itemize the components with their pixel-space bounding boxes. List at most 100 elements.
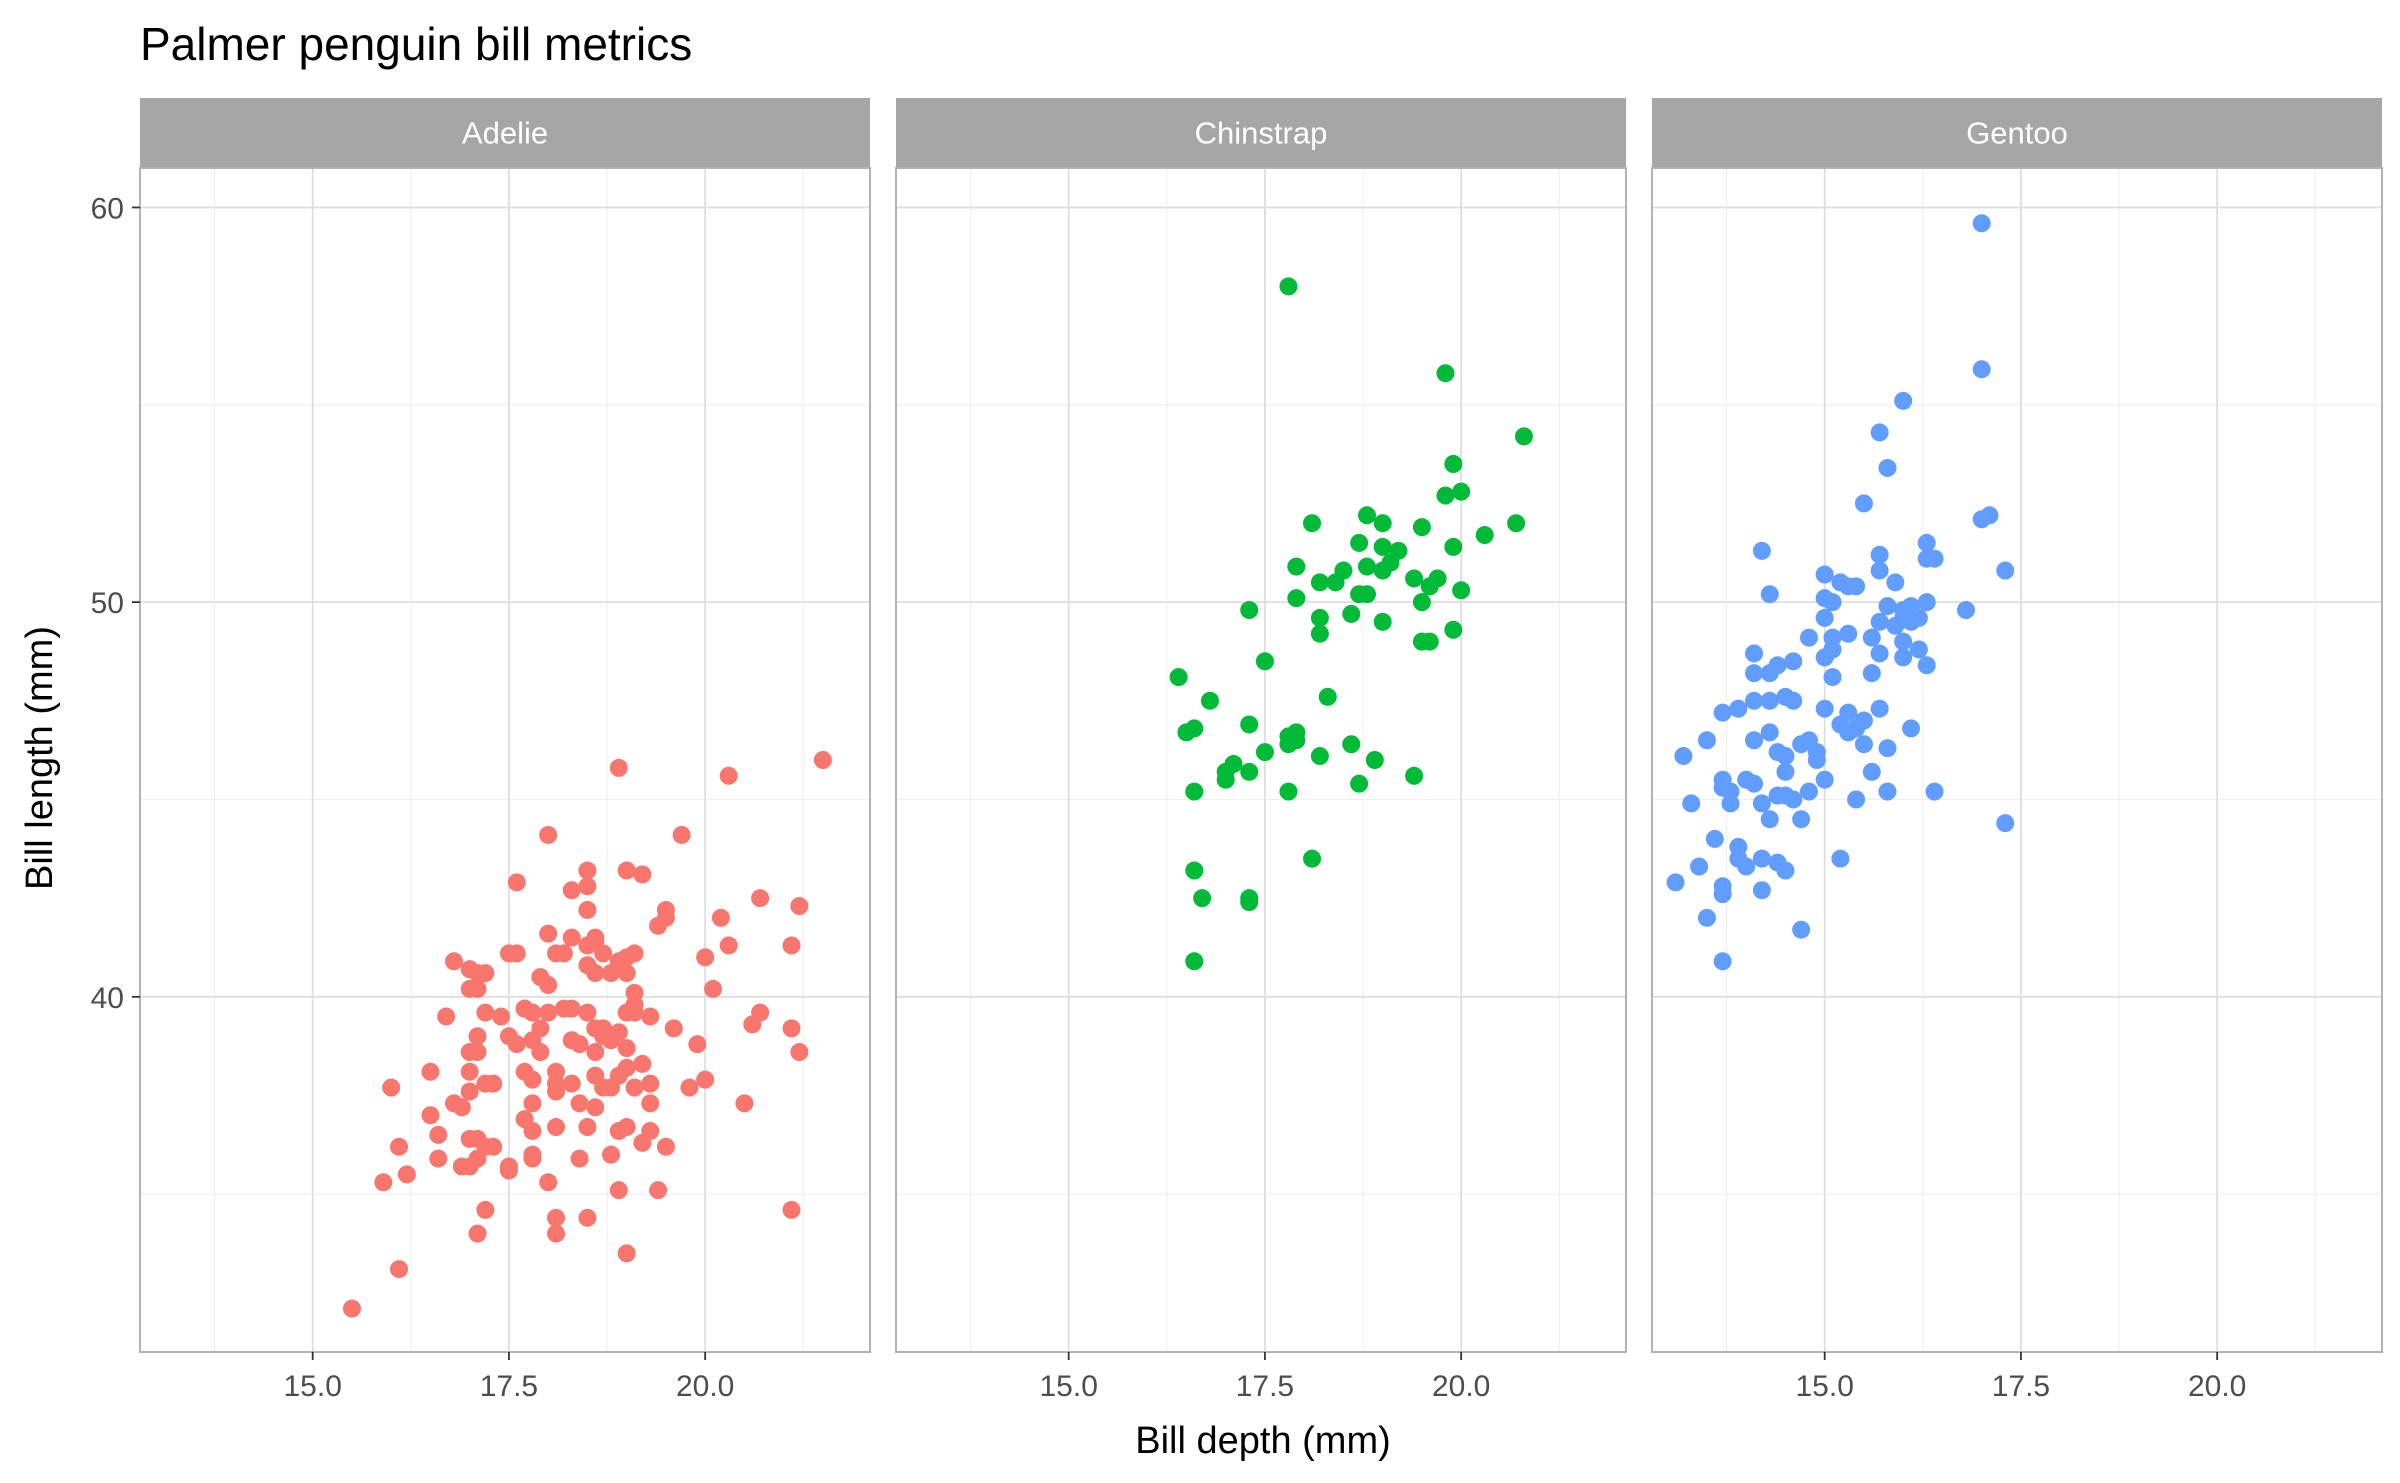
data-point — [390, 1260, 409, 1279]
data-point — [1799, 628, 1818, 647]
data-point — [1357, 506, 1376, 525]
data-point — [578, 1003, 597, 1022]
data-point — [1185, 861, 1204, 880]
y-axis-title: Bill length (mm) — [19, 626, 61, 890]
data-point — [1310, 624, 1329, 643]
data-point — [460, 1082, 479, 1101]
data-point — [1823, 640, 1842, 659]
data-point — [1310, 608, 1329, 627]
data-point — [1925, 782, 1944, 801]
x-tick-label: 20.0 — [676, 1370, 734, 1403]
data-point — [1240, 715, 1259, 734]
data-point — [617, 861, 636, 880]
data-point — [617, 964, 636, 983]
data-point — [578, 877, 597, 896]
data-point — [507, 1035, 526, 1054]
data-point — [539, 924, 558, 943]
data-point — [1745, 691, 1764, 710]
x-tick-label: 17.5 — [480, 1370, 538, 1403]
data-point — [1240, 893, 1259, 912]
data-point — [437, 1007, 456, 1026]
data-point — [1334, 561, 1353, 580]
data-point — [578, 1208, 597, 1227]
data-point — [1815, 608, 1834, 627]
data-point — [1255, 652, 1274, 671]
data-point — [586, 964, 605, 983]
data-point — [484, 1074, 503, 1093]
data-point — [1815, 565, 1834, 584]
data-point — [1674, 747, 1693, 766]
data-point — [735, 1094, 754, 1113]
data-point — [1752, 881, 1771, 900]
data-point — [1752, 849, 1771, 868]
data-point — [429, 1125, 448, 1144]
data-point — [1909, 608, 1928, 627]
data-point — [594, 944, 613, 963]
data-point — [539, 975, 558, 994]
data-point — [1224, 754, 1243, 773]
data-point — [1972, 360, 1991, 379]
x-tick-label: 20.0 — [1432, 1370, 1490, 1403]
data-point — [1444, 455, 1463, 473]
data-point — [1444, 537, 1463, 556]
data-point — [476, 1200, 495, 1219]
data-point — [1831, 849, 1850, 868]
panel-border — [895, 167, 1627, 1353]
data-point — [1255, 743, 1274, 762]
data-point — [547, 1118, 566, 1137]
data-point — [1310, 573, 1329, 592]
data-point — [468, 1224, 487, 1243]
data-point — [468, 979, 487, 998]
data-point — [1776, 861, 1795, 880]
data-point — [1342, 735, 1361, 754]
data-point — [586, 1098, 605, 1117]
data-point — [1776, 762, 1795, 781]
data-point — [1839, 703, 1858, 722]
data-point — [1721, 794, 1740, 813]
x-tick-label: 17.5 — [1236, 1370, 1294, 1403]
data-point — [1697, 731, 1716, 750]
data-point — [562, 1074, 581, 1093]
data-point — [1760, 691, 1779, 710]
data-point — [601, 1145, 620, 1164]
data-point — [390, 1137, 409, 1156]
data-point — [1737, 857, 1756, 876]
data-point — [1452, 482, 1471, 501]
data-point — [1784, 790, 1803, 809]
data-point — [609, 758, 628, 777]
x-tick-label: 15.0 — [283, 1370, 341, 1403]
data-point — [523, 1003, 542, 1022]
data-point — [1768, 656, 1787, 675]
data-point — [609, 1023, 628, 1042]
data-point — [1318, 687, 1337, 706]
y-tick-label: 40 — [91, 982, 124, 1015]
data-point — [656, 900, 675, 919]
facet-strip — [896, 98, 1626, 168]
data-point — [468, 1043, 487, 1062]
data-point — [1350, 533, 1369, 552]
data-point — [1956, 601, 1975, 620]
data-point — [523, 1070, 542, 1089]
data-point — [1373, 514, 1392, 533]
data-point — [1412, 518, 1431, 537]
data-point — [1894, 632, 1913, 651]
data-point — [641, 1074, 660, 1093]
data-point — [617, 1039, 636, 1058]
data-point — [782, 1200, 801, 1219]
data-point — [1870, 644, 1889, 663]
data-point — [570, 1094, 589, 1113]
data-point — [1878, 739, 1897, 758]
facet-strip-label: Gentoo — [1966, 116, 2068, 151]
data-point — [1287, 731, 1306, 750]
data-point — [523, 1094, 542, 1113]
data-point — [523, 1121, 542, 1140]
x-tick-label: 15.0 — [1795, 1370, 1853, 1403]
y-tick-label: 50 — [91, 587, 124, 620]
data-point — [1745, 731, 1764, 750]
data-point — [625, 1078, 644, 1097]
data-point — [429, 1149, 448, 1168]
data-point — [374, 1173, 393, 1192]
x-tick-label: 20.0 — [2188, 1370, 2246, 1403]
data-point — [1240, 762, 1259, 781]
data-point — [1878, 458, 1897, 477]
